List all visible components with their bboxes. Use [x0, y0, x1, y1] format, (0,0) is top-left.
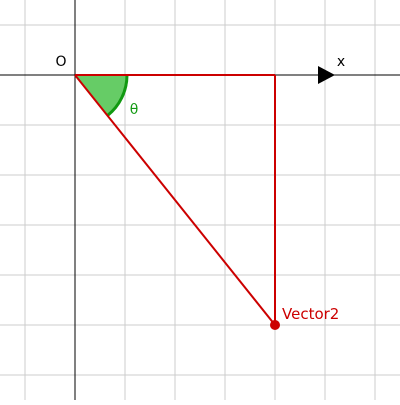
- x-axis-arrow-icon: [318, 66, 335, 84]
- angle-label: θ: [130, 102, 139, 118]
- x-axis-label: x: [337, 54, 345, 70]
- vector-endpoint[interactable]: [270, 320, 280, 330]
- origin-label: O: [55, 54, 66, 70]
- angle-sector: [75, 75, 127, 116]
- vector-label: Vector2: [282, 305, 339, 323]
- angle-arc: [106, 74, 129, 117]
- vector-line: [74, 74, 276, 326]
